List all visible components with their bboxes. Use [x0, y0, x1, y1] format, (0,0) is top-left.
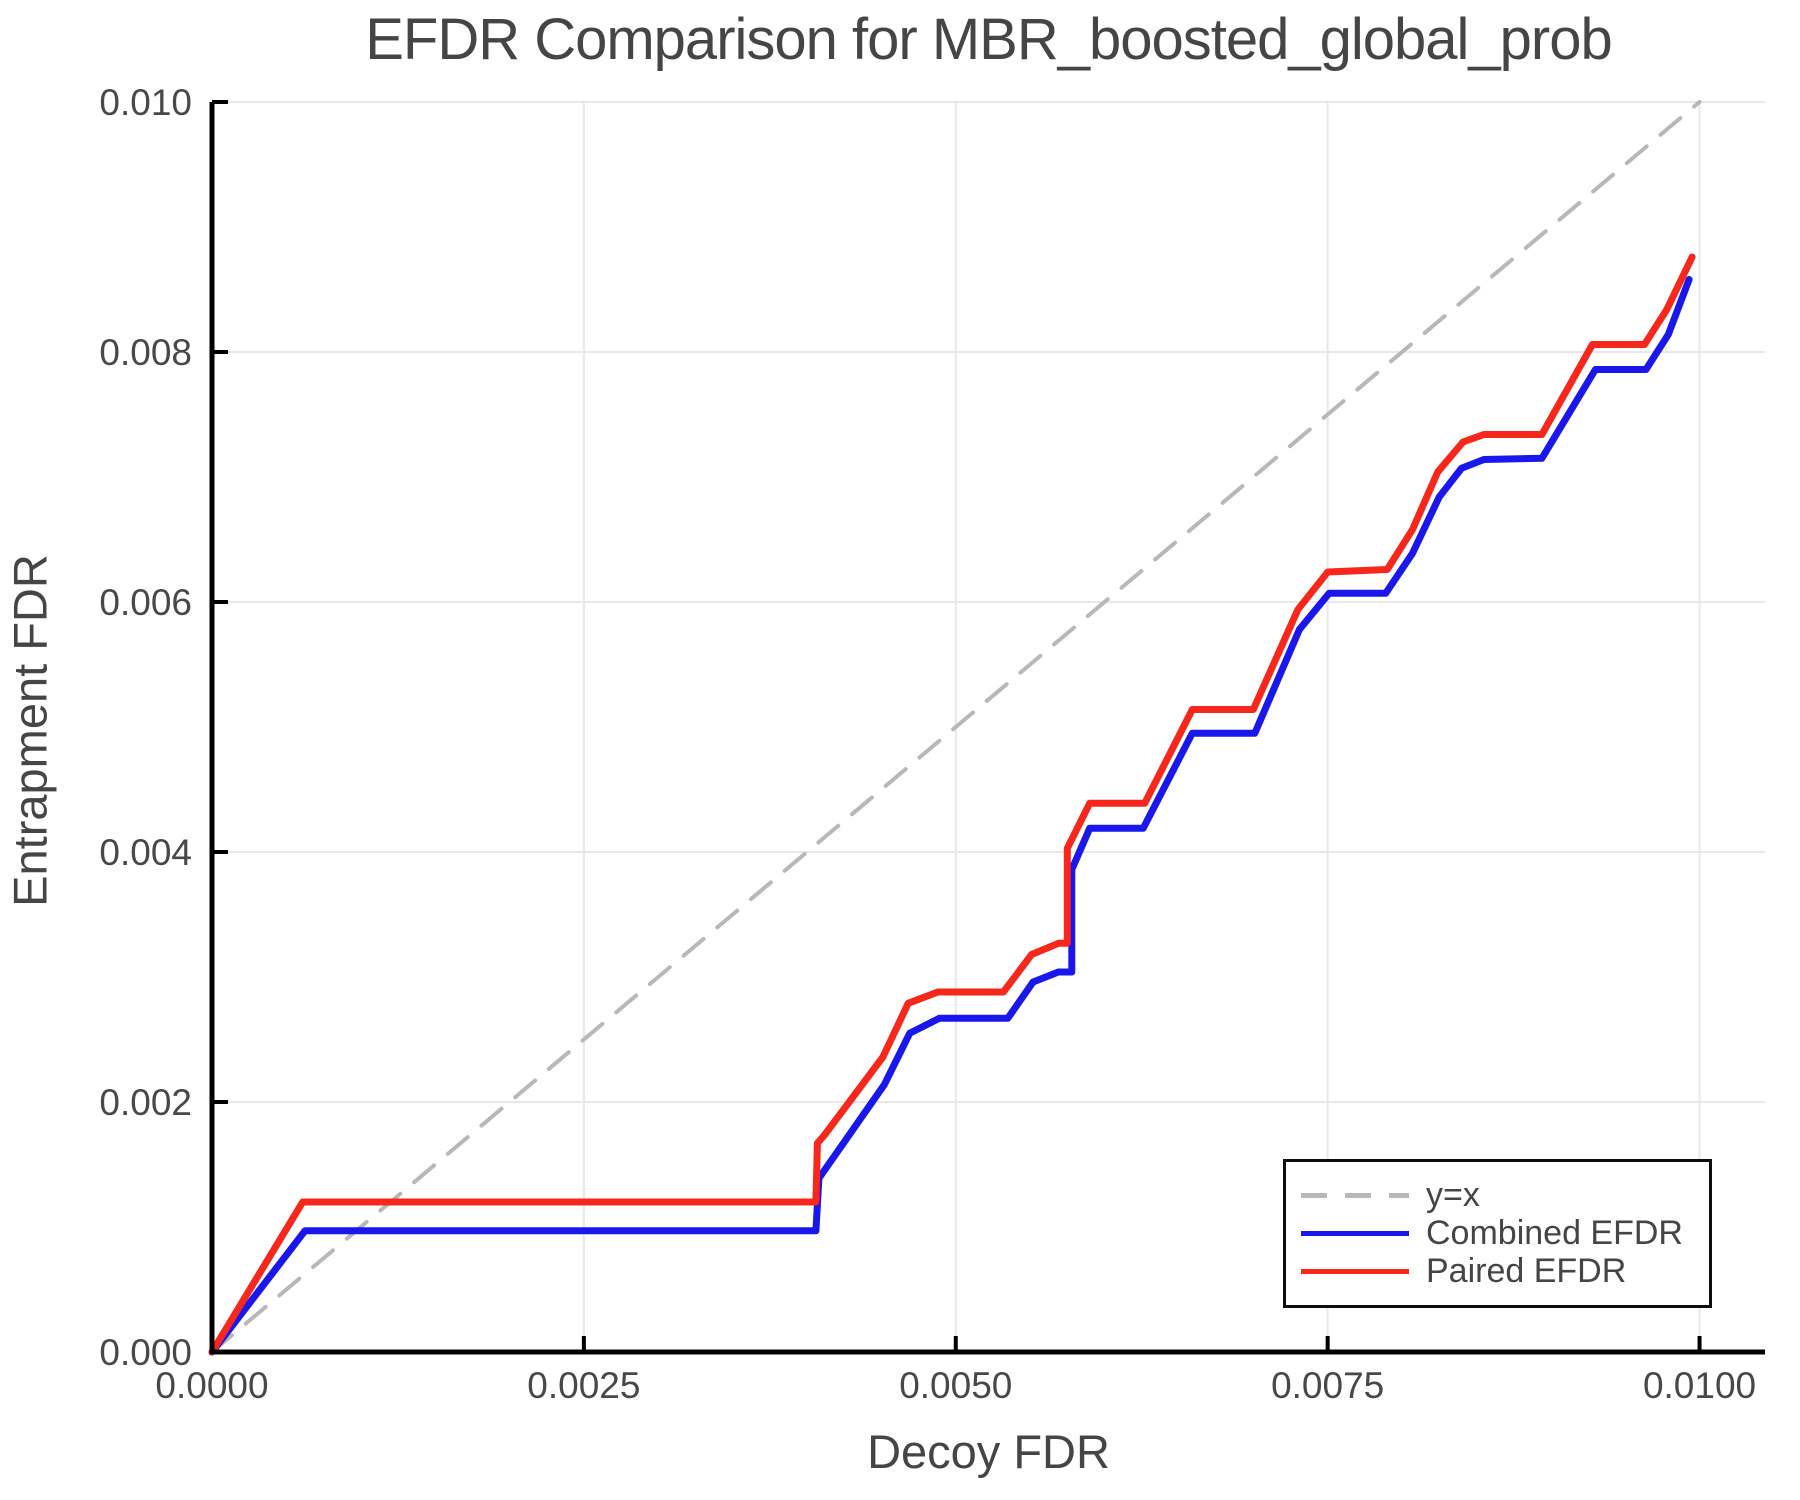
x-tick-label: 0.0000	[155, 1365, 268, 1406]
x-tick-label: 0.0100	[1643, 1365, 1756, 1406]
paired-efdr-line-sample	[1301, 1269, 1409, 1274]
series-paired-efdr-line	[208, 253, 1696, 1356]
legend: y=x Combined EFDR Paired EFDR	[1283, 1159, 1712, 1308]
combined-efdr-line-sample	[1301, 1231, 1409, 1236]
x-tick-label: 0.0050	[899, 1365, 1012, 1406]
y-tick-label: 0.006	[99, 582, 192, 623]
y-tick-label: 0.002	[99, 1082, 192, 1123]
x-tick-label: 0.0075	[1271, 1365, 1384, 1406]
y-tick-label: 0.010	[99, 82, 192, 123]
y-tick-label: 0.004	[99, 832, 192, 873]
x-tick-label: 0.0025	[527, 1365, 640, 1406]
legend-label-combined-efdr: Combined EFDR	[1426, 1214, 1683, 1252]
series-combined-efdr-line	[208, 276, 1693, 1356]
y-axis-label: Entrapment FDR	[3, 554, 57, 907]
series-y-x-line	[210, 100, 1702, 1354]
identity-line-sample	[1301, 1193, 1409, 1198]
legend-item-combined-efdr: Combined EFDR	[1301, 1214, 1709, 1253]
x-axis-label: Decoy FDR	[867, 1425, 1110, 1478]
legend-label-identity: y=x	[1426, 1176, 1480, 1214]
y-tick-label: 0.008	[99, 332, 192, 373]
chart-title: EFDR Comparison for MBR_boosted_global_p…	[365, 7, 1613, 72]
legend-label-paired-efdr: Paired EFDR	[1426, 1252, 1627, 1290]
y-tick-label: 0.000	[99, 1332, 192, 1373]
legend-item-paired-efdr: Paired EFDR	[1301, 1252, 1709, 1291]
legend-item-identity: y=x	[1301, 1176, 1709, 1215]
